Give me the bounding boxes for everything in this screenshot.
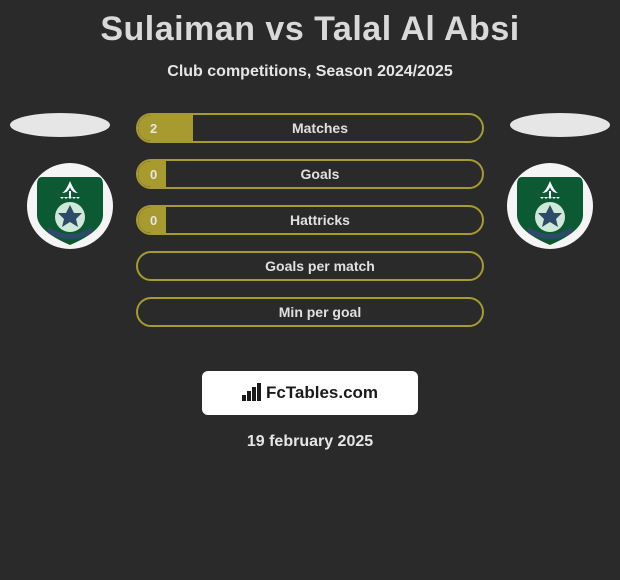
page-subtitle: Club competitions, Season 2024/2025 — [0, 63, 620, 81]
stat-label: Min per goal — [138, 304, 482, 320]
club-badge-left — [20, 163, 120, 249]
player-right-silhouette — [510, 113, 610, 137]
stat-bar: 2 Matches — [136, 113, 484, 143]
stats-area: 2 Matches 0 Goals 0 Hattricks Goals per … — [0, 113, 620, 353]
brand-text: FcTables.com — [266, 383, 378, 403]
stat-bar: 0 Goals — [136, 159, 484, 189]
stat-label: Matches — [138, 120, 482, 136]
page-title: Sulaiman vs Talal Al Absi — [0, 0, 620, 49]
player-left-silhouette — [10, 113, 110, 137]
stat-bars: 2 Matches 0 Goals 0 Hattricks Goals per … — [136, 113, 484, 327]
club-crest-icon — [20, 163, 120, 249]
bar-chart-icon — [242, 383, 262, 404]
stat-bar: 0 Hattricks — [136, 205, 484, 235]
club-crest-icon — [500, 163, 600, 249]
stat-bar: Min per goal — [136, 297, 484, 327]
comparison-page: Sulaiman vs Talal Al Absi Club competiti… — [0, 0, 620, 580]
brand-box[interactable]: FcTables.com — [202, 371, 418, 415]
club-badge-right — [500, 163, 600, 249]
stat-label: Goals per match — [138, 258, 482, 274]
stat-label: Goals — [138, 166, 482, 182]
stat-bar: Goals per match — [136, 251, 484, 281]
snapshot-date: 19 february 2025 — [0, 433, 620, 451]
stat-label: Hattricks — [138, 212, 482, 228]
